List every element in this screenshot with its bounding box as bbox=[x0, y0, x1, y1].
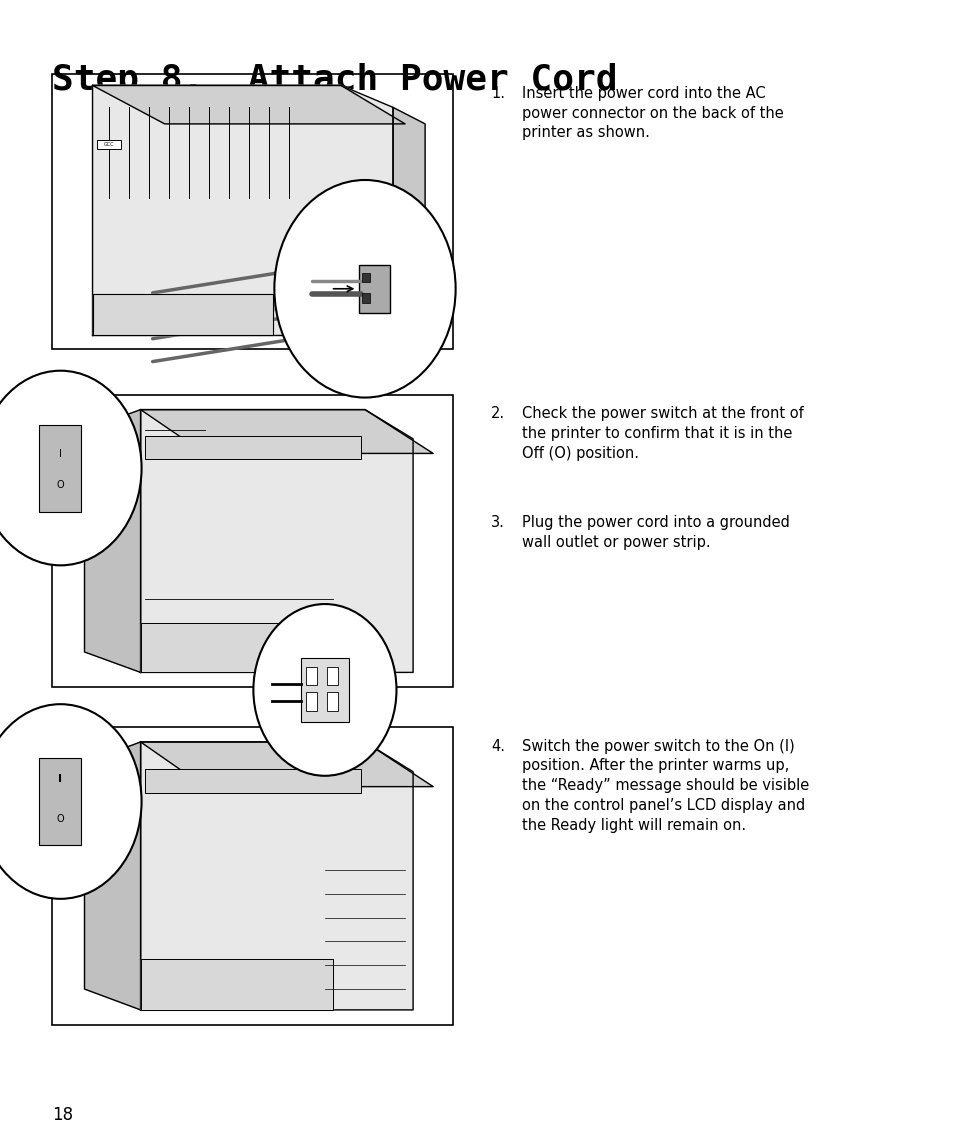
Polygon shape bbox=[85, 410, 140, 672]
Text: Step 8.  Attach Power Cord: Step 8. Attach Power Cord bbox=[52, 63, 618, 97]
Polygon shape bbox=[140, 742, 413, 1010]
Bar bbox=[327, 693, 338, 711]
Bar bbox=[39, 758, 81, 845]
Bar bbox=[52, 395, 453, 687]
Bar bbox=[89, 813, 112, 850]
Text: Plug the power cord into a grounded
wall outlet or power strip.: Plug the power cord into a grounded wall… bbox=[521, 515, 789, 550]
Text: 18: 18 bbox=[52, 1106, 73, 1124]
Polygon shape bbox=[140, 410, 433, 453]
Polygon shape bbox=[140, 960, 333, 1010]
Text: GCC: GCC bbox=[103, 142, 113, 147]
Text: I: I bbox=[59, 449, 62, 459]
Circle shape bbox=[0, 704, 141, 899]
Text: O: O bbox=[56, 814, 64, 823]
Bar bbox=[39, 425, 81, 512]
Text: 2.: 2. bbox=[491, 406, 505, 421]
Polygon shape bbox=[85, 742, 140, 1010]
Text: 3.: 3. bbox=[491, 515, 505, 530]
Circle shape bbox=[253, 605, 396, 776]
Polygon shape bbox=[140, 410, 413, 672]
Bar bbox=[327, 668, 338, 686]
Bar bbox=[306, 668, 317, 686]
Bar bbox=[362, 273, 370, 282]
Circle shape bbox=[0, 371, 141, 566]
Bar bbox=[52, 74, 453, 349]
Circle shape bbox=[274, 180, 456, 397]
Polygon shape bbox=[92, 86, 405, 124]
Bar bbox=[96, 141, 120, 149]
Polygon shape bbox=[393, 108, 425, 335]
Polygon shape bbox=[92, 86, 393, 335]
Bar bbox=[362, 293, 370, 302]
Polygon shape bbox=[140, 623, 333, 672]
Text: Check the power switch at the front of
the printer to confirm that it is in the
: Check the power switch at the front of t… bbox=[521, 406, 802, 461]
Polygon shape bbox=[140, 742, 433, 787]
Text: I: I bbox=[58, 774, 62, 783]
Bar bbox=[359, 264, 390, 313]
Text: O: O bbox=[56, 480, 64, 490]
Bar bbox=[306, 693, 317, 711]
Text: 1.: 1. bbox=[491, 86, 505, 101]
Polygon shape bbox=[92, 294, 273, 335]
Text: 4.: 4. bbox=[491, 739, 505, 753]
Bar bbox=[145, 436, 360, 459]
Text: Insert the power cord into the AC
power connector on the back of the
printer as : Insert the power cord into the AC power … bbox=[521, 86, 782, 141]
Text: Switch the power switch to the On (I)
position. After the printer warms up,
the : Switch the power switch to the On (I) po… bbox=[521, 739, 808, 832]
Bar bbox=[145, 768, 360, 792]
Bar bbox=[301, 658, 349, 722]
Bar bbox=[89, 480, 112, 515]
Bar bbox=[52, 727, 453, 1025]
